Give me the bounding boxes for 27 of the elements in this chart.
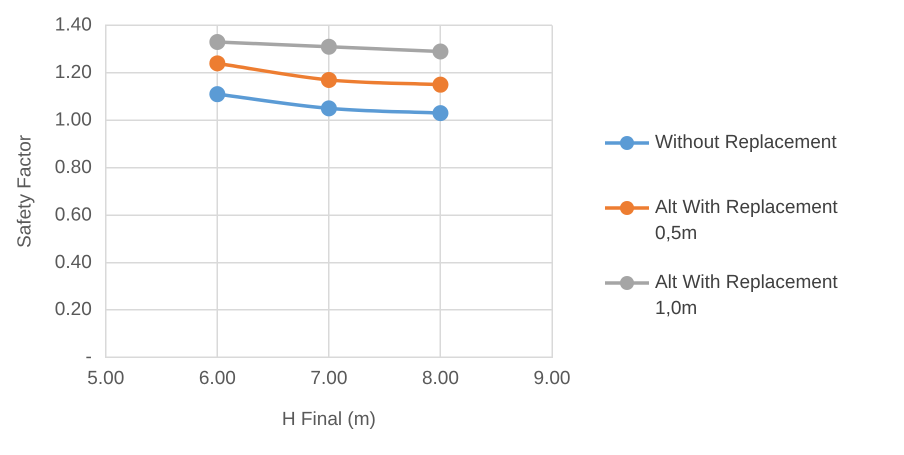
point: [320, 72, 337, 88]
y-axis-title: Safety Factor: [14, 134, 36, 248]
x-axis-title: H Final (m): [282, 408, 376, 430]
point: [320, 100, 337, 116]
x-tick-label: 6.00: [198, 368, 236, 390]
point: [432, 43, 448, 60]
y-tick-label: 1.40: [54, 14, 92, 36]
x-tick-label: 7.00: [310, 368, 348, 390]
x-tick-label: 9.00: [534, 368, 570, 390]
x-tick-label: 5.00: [87, 368, 124, 390]
y-tick-label: -: [85, 346, 92, 368]
y-tick-label: 0.60: [54, 204, 92, 226]
legend-label: Without Replacement: [655, 131, 838, 155]
point: [432, 105, 448, 122]
y-tick-label: 0.20: [54, 299, 92, 320]
legend-label: Alt With Replacement 0,5m: [655, 196, 839, 246]
x-tick-label: 8.00: [422, 368, 459, 390]
y-tick-label: 0.80: [54, 156, 92, 178]
point: [209, 34, 226, 50]
y-tick-label: 0.40: [54, 252, 92, 273]
legend-label: Alt With Replacement 1,0m: [655, 271, 839, 321]
point: [432, 76, 448, 93]
point: [320, 38, 337, 55]
point: [209, 55, 226, 72]
y-tick-label: 1.00: [54, 109, 92, 130]
point: [209, 86, 226, 102]
y-tick-label: 1.20: [54, 62, 92, 84]
